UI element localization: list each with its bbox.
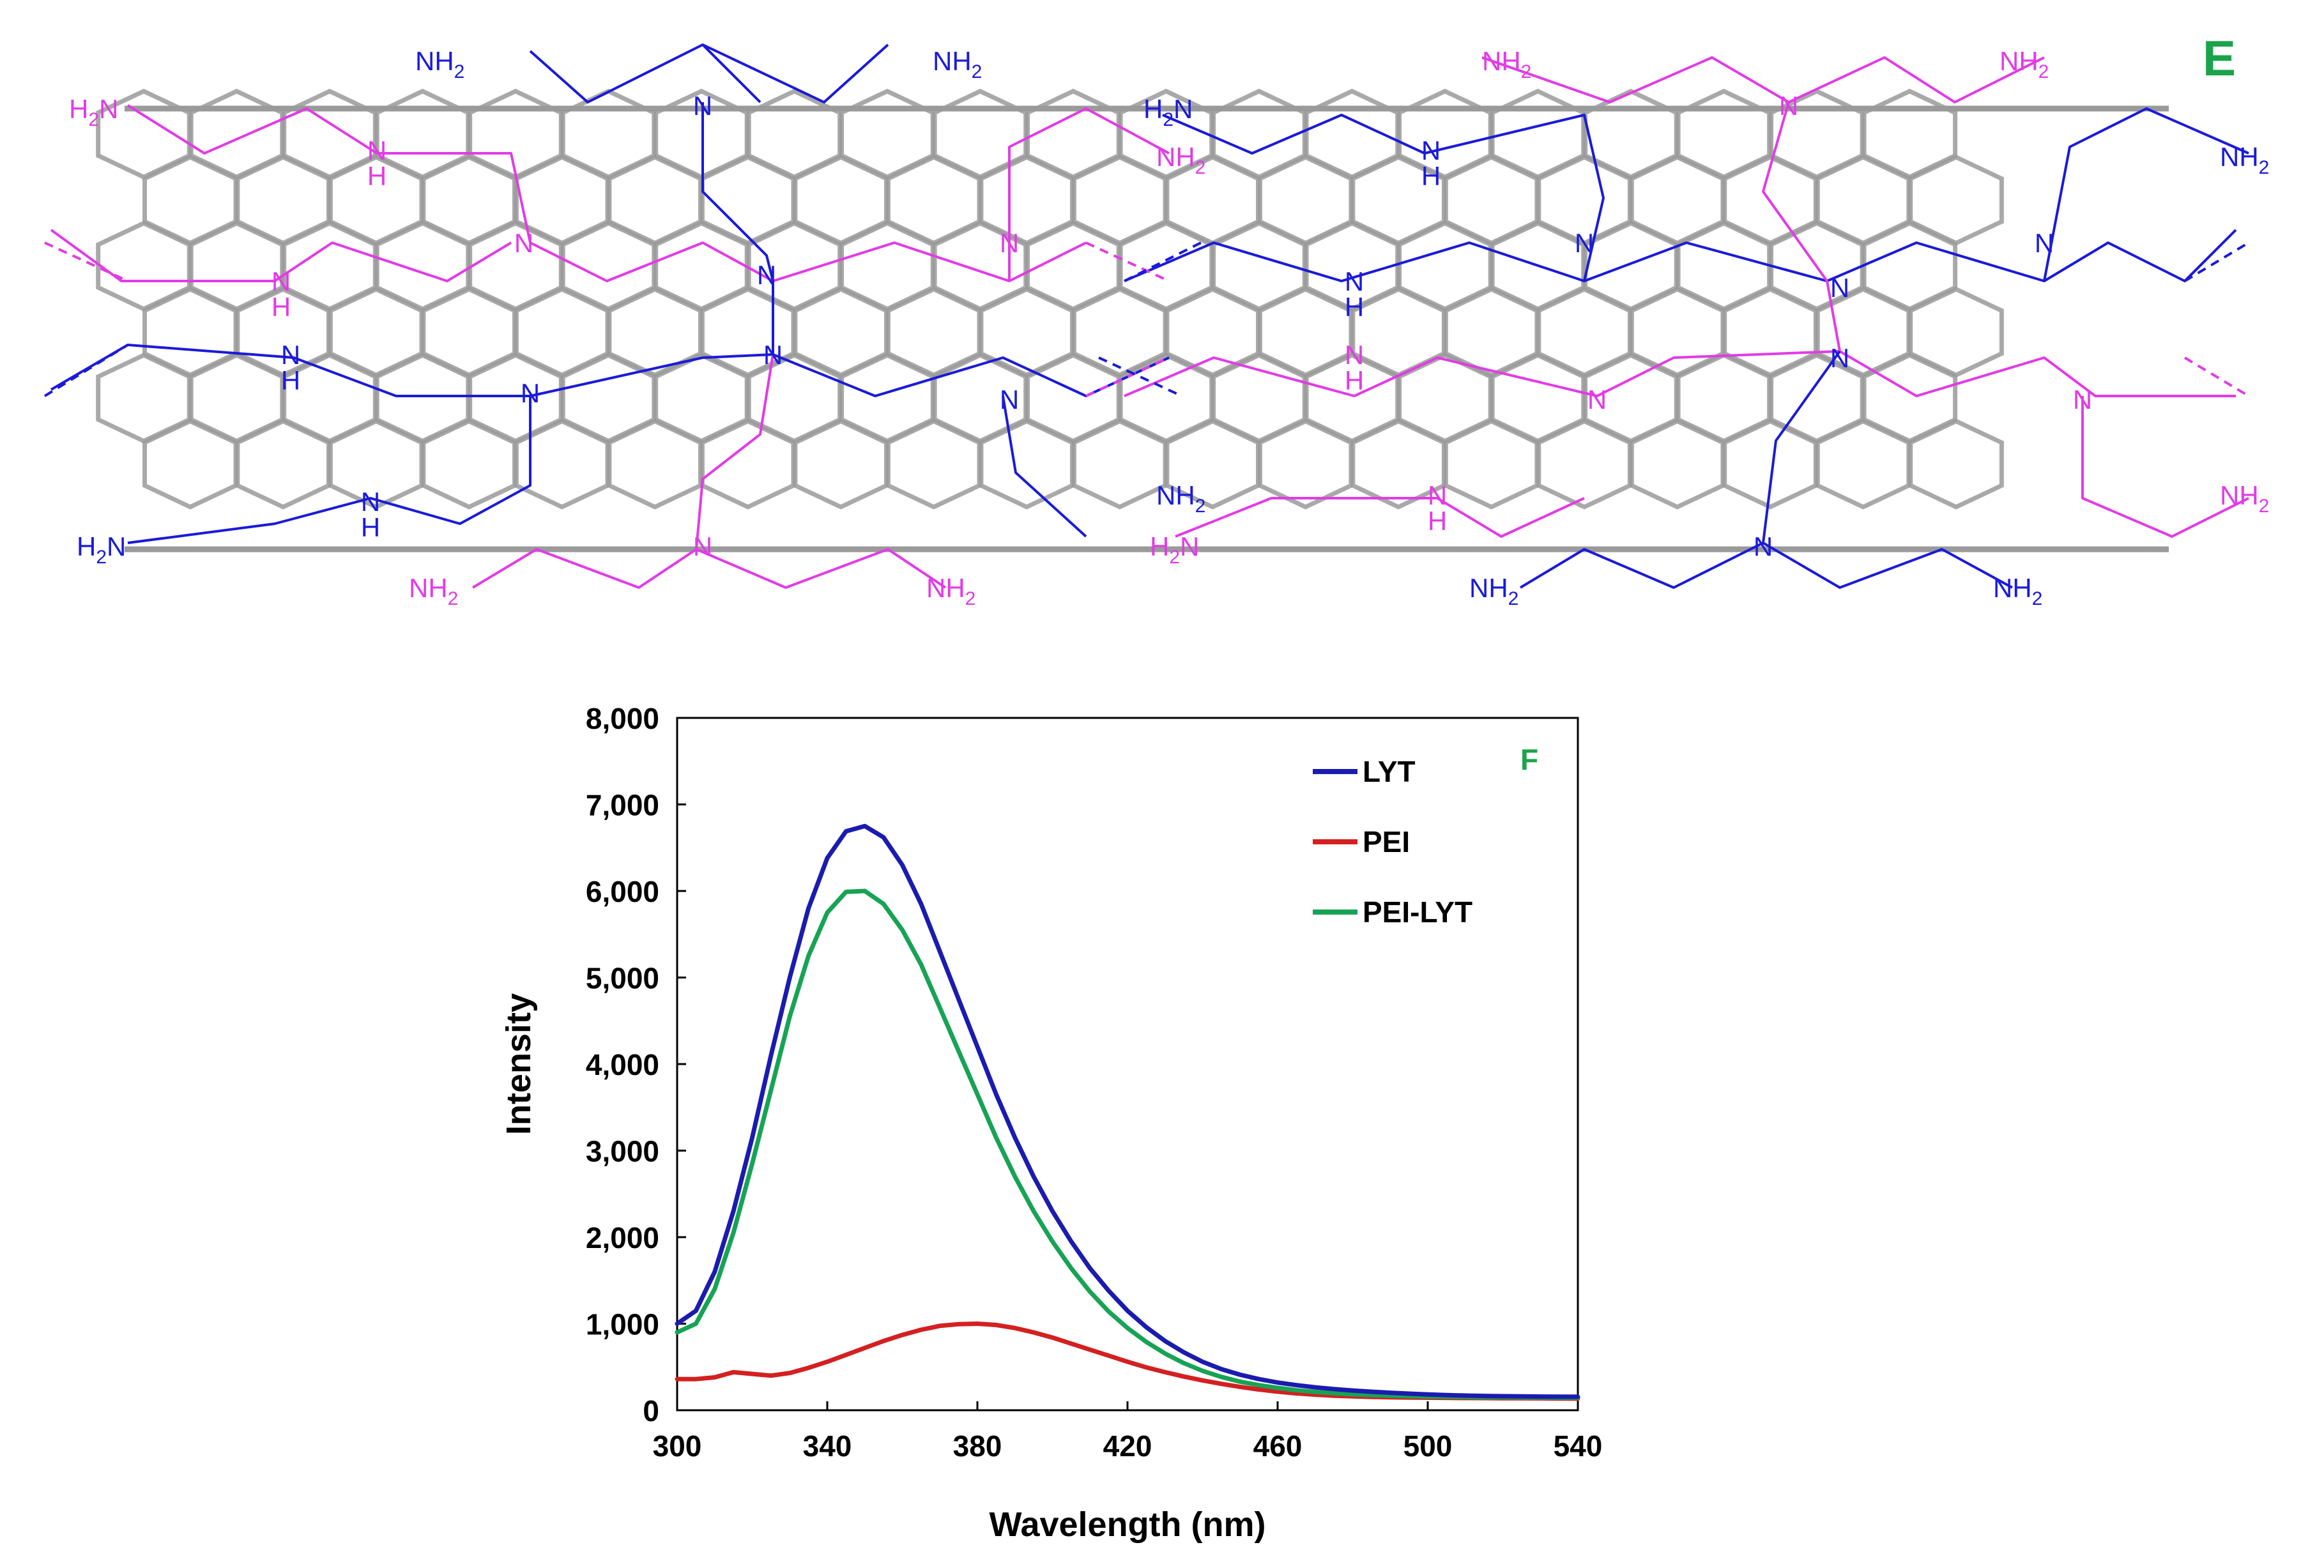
secondary-amine-h: H	[281, 365, 300, 395]
chain-lower-left-blue	[50, 344, 774, 397]
chain-top-left-blue-branch	[701, 43, 761, 103]
secondary-amine-h: H	[1345, 365, 1364, 395]
panel-label-e: E	[2203, 30, 2236, 86]
tertiary-amine-n: N	[1000, 228, 1019, 258]
tertiary-amine-n: N	[514, 228, 533, 258]
panel-label-f: F	[1520, 743, 1538, 776]
y-tick-label: 6,000	[586, 875, 659, 908]
chain-lower-far-right-pink	[1839, 350, 2236, 397]
secondary-amine-h: H	[1428, 506, 1447, 536]
secondary-amine-h: H	[361, 512, 380, 542]
y-tick-label: 8,000	[586, 702, 659, 735]
chain-middle-far-right-blue	[1826, 229, 2237, 282]
tertiary-amine-n: N	[2073, 384, 2092, 415]
secondary-amine-n: N	[271, 266, 291, 296]
chain-bottom-left-blue	[127, 396, 531, 544]
tertiary-amine-n: N	[763, 340, 783, 370]
legend-label-lyt: LYT	[1363, 755, 1416, 788]
x-tick-label: 500	[1403, 1429, 1453, 1463]
chain-center-vertical-blue	[701, 102, 774, 354]
x-tick-label: 460	[1253, 1429, 1303, 1463]
tertiary-amine-n: N	[693, 531, 712, 561]
chain-lower-right-pink	[1124, 350, 1840, 397]
tertiary-amine-n: N	[521, 378, 540, 408]
y-tick-label: 2,000	[586, 1221, 659, 1254]
tertiary-amine-n: N	[757, 260, 776, 290]
chain-upper-center-pink	[1008, 107, 1170, 281]
legend-label-pei: PEI	[1363, 825, 1410, 858]
secondary-amine-n: N	[1421, 135, 1441, 165]
tertiary-amine-n: N	[1779, 91, 1798, 121]
chain-top-right-blue	[1162, 114, 1605, 282]
chain-left-dashed-pink	[50, 229, 275, 282]
y-tick-label: 0	[643, 1394, 659, 1427]
x-tick-label: 420	[1103, 1429, 1152, 1463]
secondary-amine-h: H	[1421, 161, 1441, 191]
y-axis-title: Intensity	[500, 993, 538, 1135]
y-axis-ticks: 0 1,000 2,000 3,000 4,000 5,000 6,000 7,000 8,00…	[586, 702, 686, 1427]
chain-bottom-far-right-pink	[2081, 396, 2249, 538]
chain-middle-right-blue	[1124, 241, 1828, 282]
legend-label-pei-lyt: PEI-LYT	[1363, 895, 1472, 929]
y-tick-label: 5,000	[586, 962, 659, 995]
secondary-amine-n: N	[1345, 340, 1364, 370]
series-line-lyt	[675, 823, 1580, 1399]
tertiary-amine-n: N	[693, 91, 712, 121]
chain-dashed-end	[2183, 241, 2250, 282]
secondary-amine-h: H	[1345, 292, 1364, 322]
chain-upper-far-right-blue	[2043, 107, 2249, 282]
x-tick-label: 540	[1554, 1429, 1603, 1463]
secondary-amine-n: N	[1428, 480, 1447, 510]
chain-upper-left-pink	[126, 104, 531, 243]
x-axis-ticks: 300 340 380 420 460 500 540	[653, 1401, 1603, 1463]
chain-right-vertical-pink	[1762, 102, 1841, 352]
y-tick-label: 3,000	[586, 1135, 659, 1168]
tertiary-amine-n: N	[1754, 531, 1773, 561]
chain-lower-branch-blue	[1002, 395, 1087, 538]
tertiary-amine-n: N	[1587, 384, 1607, 415]
secondary-amine-h: H	[271, 292, 291, 322]
chart-series	[675, 823, 1580, 1401]
y-tick-label: 1,000	[586, 1308, 659, 1341]
tertiary-amine-n: N	[1000, 384, 1019, 415]
nanotube-lattice	[96, 88, 2169, 552]
secondary-amine-n: N	[1345, 266, 1364, 296]
chain-dashed-end	[43, 344, 129, 397]
secondary-amine-h: H	[367, 161, 386, 191]
chain-bottom-right-blue	[1519, 350, 1841, 589]
chain-bottom-center-pink	[1175, 497, 1585, 538]
secondary-amine-n: N	[281, 340, 300, 370]
chart-legend: LYT PEI PEI-LYT	[1313, 755, 1472, 929]
chain-bottom-right-blue-branch	[1762, 542, 2013, 589]
tertiary-amine-n: N	[2035, 228, 2054, 258]
tertiary-amine-n: N	[1575, 228, 1594, 258]
tertiary-amine-n: N	[1830, 343, 1849, 373]
y-tick-label: 7,000	[586, 789, 659, 822]
x-tick-label: 300	[653, 1429, 702, 1463]
chain-dashed-end	[2183, 356, 2250, 397]
y-tick-label: 4,000	[586, 1048, 659, 1081]
secondary-amine-n: N	[361, 487, 380, 517]
chain-lower-center-blue	[772, 353, 1170, 397]
tertiary-amine-n: N	[1830, 273, 1849, 303]
pei-chains	[43, 43, 2250, 589]
tube-hexagon	[1908, 418, 2004, 510]
x-tick-label: 380	[953, 1429, 1002, 1463]
secondary-amine-n: N	[367, 135, 386, 165]
chain-bottom-right-pink	[696, 548, 947, 589]
x-tick-label: 340	[803, 1429, 852, 1463]
panel-f-chart: 0 1,000 2,000 3,000 4,000 5,000 6,000 7,000 8,00…	[500, 702, 1602, 1544]
chain-mid-left-pink	[273, 241, 512, 282]
x-axis-title: Wavelength (nm)	[989, 1505, 1265, 1544]
